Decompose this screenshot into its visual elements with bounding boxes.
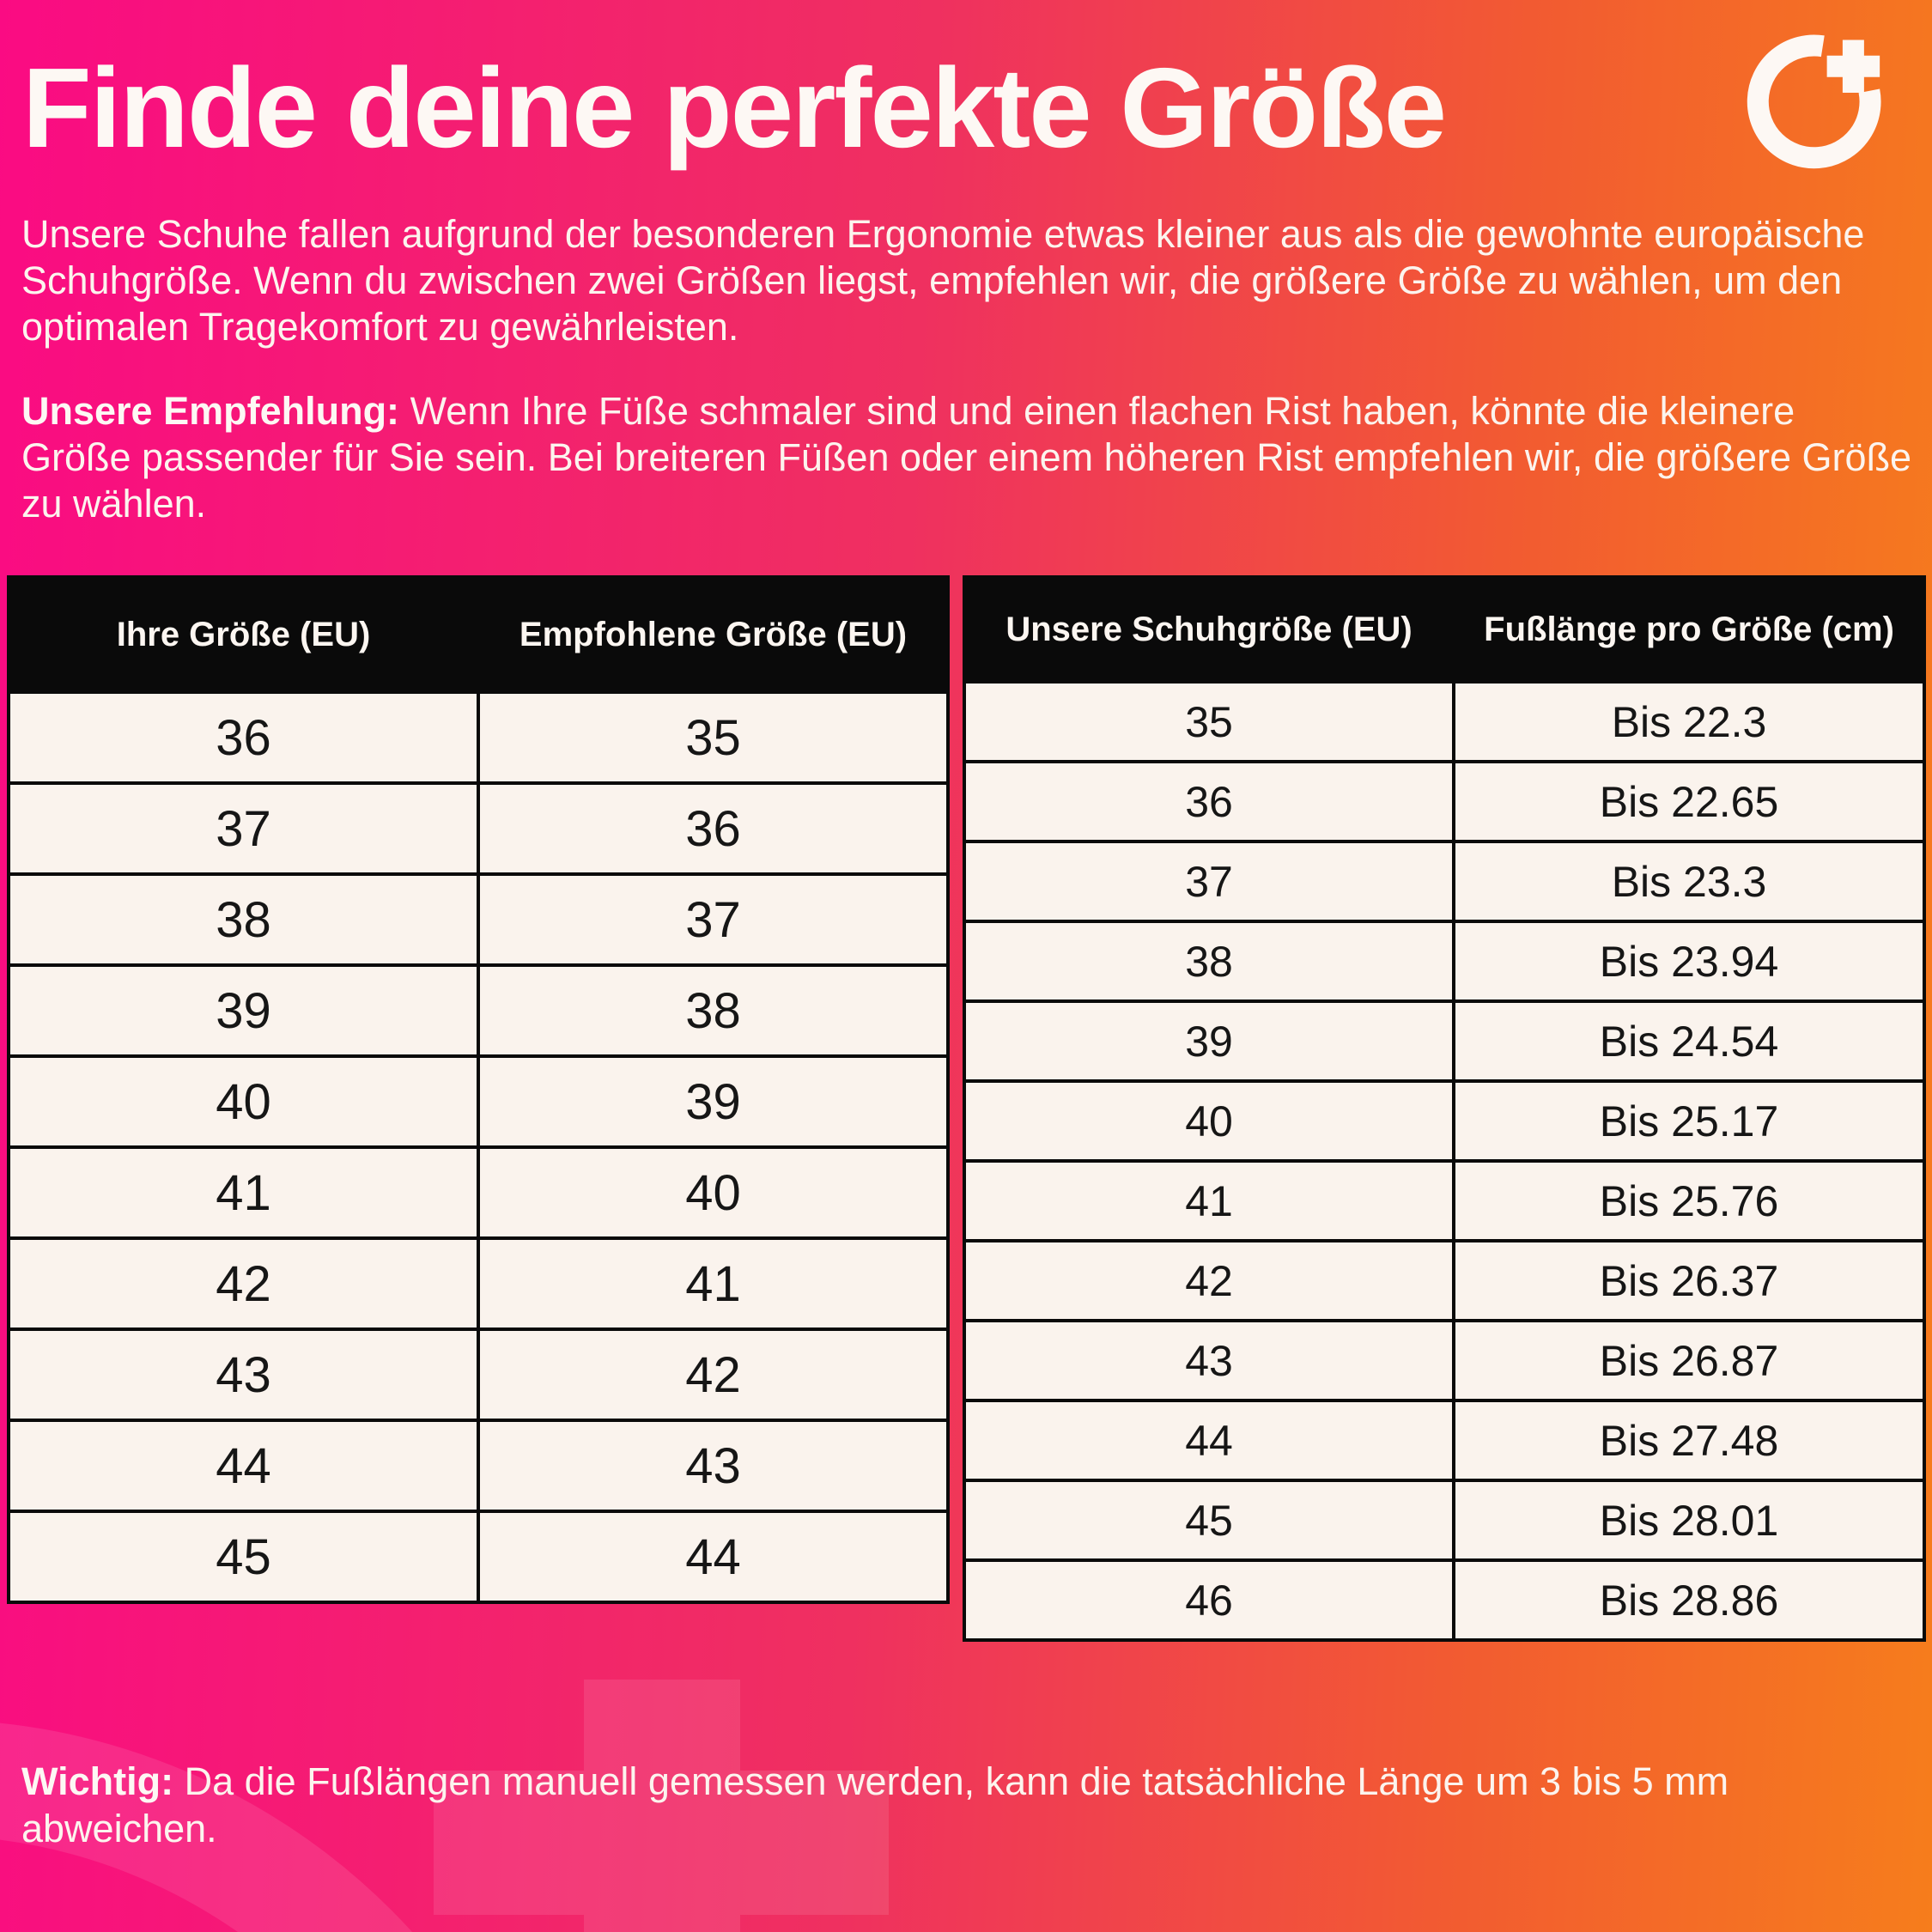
table-row: 44 43	[7, 1419, 950, 1513]
table-cell: 38	[7, 872, 480, 967]
table-row: 35 Bis 22.3	[962, 680, 1926, 763]
page-title: Finde deine perfekte Größe	[22, 45, 1447, 171]
table-cell: 35	[477, 690, 950, 785]
table-cell: Bis 27.48	[1452, 1399, 1926, 1482]
table-cell: 37	[7, 781, 480, 876]
table-cell: Bis 23.94	[1452, 920, 1926, 1003]
table-cell: 41	[477, 1236, 950, 1331]
table-row: 41 40	[7, 1145, 950, 1240]
table-cell: 40	[962, 1079, 1456, 1163]
table-cell: Bis 28.01	[1452, 1479, 1926, 1562]
table-row: 42 Bis 26.37	[962, 1239, 1926, 1322]
note-label: Wichtig:	[21, 1759, 174, 1803]
table-row: 43 Bis 26.87	[962, 1319, 1926, 1402]
foot-length-table: Unsere Schuhgröße (EU) Fußlänge pro Größ…	[962, 575, 1926, 1642]
table-cell: 43	[477, 1419, 950, 1513]
table-cell: 38	[477, 963, 950, 1058]
size-tables: Ihre Größe (EU) Empfohlene Größe (EU) 36…	[7, 575, 1926, 1642]
table-cell: Bis 23.3	[1452, 840, 1926, 923]
table-cell: 42	[962, 1239, 1456, 1322]
table-cell: 38	[962, 920, 1456, 1003]
table-cell: 40	[7, 1054, 480, 1149]
note-body: Da die Fußlängen manuell gemessen werden…	[21, 1759, 1729, 1850]
table-row: 38 Bis 23.94	[962, 920, 1926, 1003]
table-row: 46 Bis 28.86	[962, 1558, 1926, 1642]
column-header-our-shoe-size: Unsere Schuhgröße (EU)	[962, 575, 1456, 683]
table-cell: 46	[962, 1558, 1456, 1642]
table-row: 43 42	[7, 1327, 950, 1422]
table-cell: 41	[7, 1145, 480, 1240]
table-cell: 43	[962, 1319, 1456, 1402]
table-row: 39 Bis 24.54	[962, 999, 1926, 1083]
table-cell: 36	[477, 781, 950, 876]
table-cell: Bis 28.86	[1452, 1558, 1926, 1642]
conversion-table: Ihre Größe (EU) Empfohlene Größe (EU) 36…	[7, 575, 950, 1604]
foot-length-table-head: Unsere Schuhgröße (EU) Fußlänge pro Größ…	[962, 575, 1926, 683]
column-header-foot-length: Fußlänge pro Größe (cm)	[1452, 575, 1926, 683]
table-cell: 39	[7, 963, 480, 1058]
table-cell: 44	[7, 1419, 480, 1513]
table-cell: 36	[7, 690, 480, 785]
conversion-table-body: 36 35 37 36 38 37 39 38 40 39 41 40 42 41 43 42 44 43 45 44	[7, 690, 950, 1604]
header-row: Ihre Größe (EU) Empfohlene Größe (EU)	[7, 575, 950, 694]
table-row: 40 39	[7, 1054, 950, 1149]
table-row: 36 35	[7, 690, 950, 785]
table-row: 42 41	[7, 1236, 950, 1331]
table-row: 44 Bis 27.48	[962, 1399, 1926, 1482]
table-cell: 43	[7, 1327, 480, 1422]
table-cell: Bis 26.87	[1452, 1319, 1926, 1402]
table-cell: Bis 22.65	[1452, 760, 1926, 843]
table-cell: 45	[962, 1479, 1456, 1562]
recommendation-text: Unsere Empfehlung: Wenn Ihre Füße schmal…	[21, 388, 1915, 527]
table-row: 37 Bis 23.3	[962, 840, 1926, 923]
table-cell: Bis 26.37	[1452, 1239, 1926, 1322]
column-header-your-size: Ihre Größe (EU)	[7, 575, 480, 694]
table-cell: 35	[962, 680, 1456, 763]
table-cell: 40	[477, 1145, 950, 1240]
recommendation-label: Unsere Empfehlung:	[21, 389, 400, 433]
conversion-table-head: Ihre Größe (EU) Empfohlene Größe (EU)	[7, 575, 950, 694]
table-cell: 42	[7, 1236, 480, 1331]
table-row: 41 Bis 25.76	[962, 1159, 1926, 1242]
table-cell: 39	[477, 1054, 950, 1149]
table-cell: Bis 25.17	[1452, 1079, 1926, 1163]
table-row: 45 Bis 28.01	[962, 1479, 1926, 1562]
table-cell: 37	[477, 872, 950, 967]
table-row: 36 Bis 22.65	[962, 760, 1926, 843]
table-row: 40 Bis 25.17	[962, 1079, 1926, 1163]
table-row: 39 38	[7, 963, 950, 1058]
recommendation-body: Wenn Ihre Füße schmaler sind und einen f…	[21, 389, 1912, 526]
table-cell: Bis 24.54	[1452, 999, 1926, 1083]
table-cell: 42	[477, 1327, 950, 1422]
table-row: 38 37	[7, 872, 950, 967]
table-cell: 37	[962, 840, 1456, 923]
foot-length-table-body: 35 Bis 22.3 36 Bis 22.65 37 Bis 23.3 38 Bis 23.…	[962, 680, 1926, 1642]
table-cell: Bis 25.76	[1452, 1159, 1926, 1242]
table-row: 45 44	[7, 1510, 950, 1604]
note-text: Wichtig: Da die Fußlängen manuell gemess…	[21, 1759, 1915, 1853]
table-cell: 44	[477, 1510, 950, 1604]
brand-logo-icon	[1741, 3, 1913, 174]
column-header-recommended-size: Empfohlene Größe (EU)	[477, 575, 950, 694]
table-cell: 36	[962, 760, 1456, 843]
table-cell: Bis 22.3	[1452, 680, 1926, 763]
table-cell: 39	[962, 999, 1456, 1083]
table-cell: 45	[7, 1510, 480, 1604]
table-cell: 44	[962, 1399, 1456, 1482]
header-row: Unsere Schuhgröße (EU) Fußlänge pro Größ…	[962, 575, 1926, 683]
intro-text: Unsere Schuhe fallen aufgrund der besond…	[21, 212, 1865, 349]
table-cell: 41	[962, 1159, 1456, 1242]
table-row: 37 36	[7, 781, 950, 876]
